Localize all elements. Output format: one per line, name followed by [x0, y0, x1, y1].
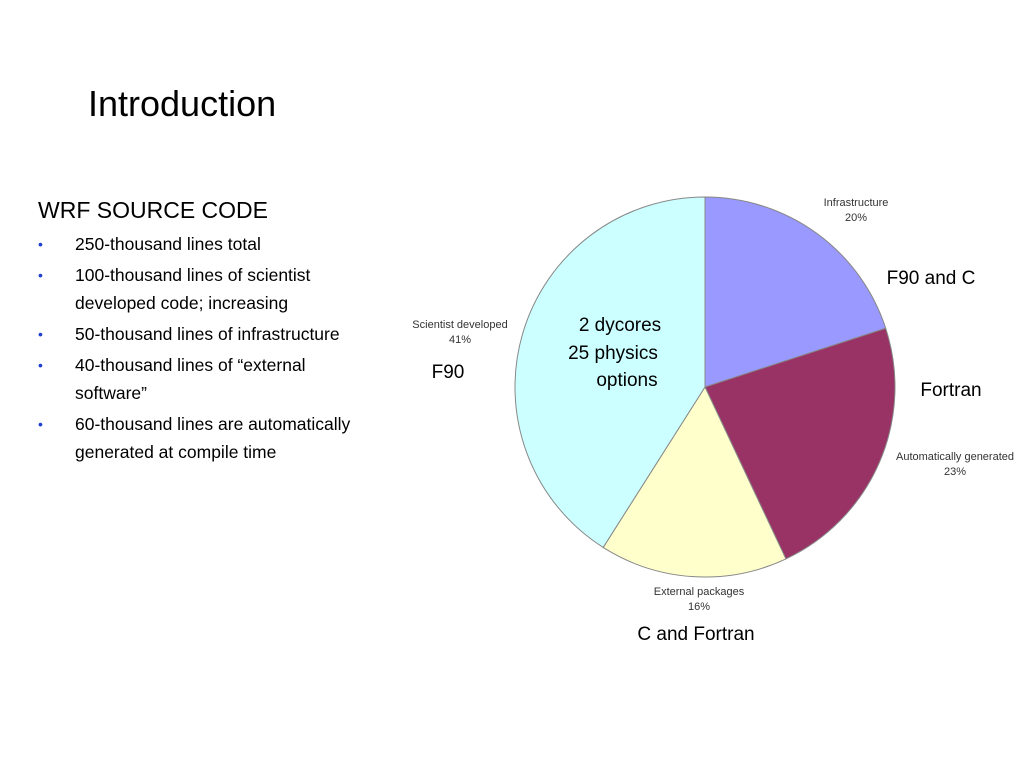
body-text: WRF SOURCE CODE • 250-thousand lines tot…: [38, 196, 398, 469]
annotation-center-line-3: options: [596, 370, 657, 391]
slice-percent-label: 16%: [688, 601, 710, 613]
annotation-fortran: Fortran: [920, 380, 981, 401]
bullet-icon: •: [38, 357, 43, 373]
bullet-text-line: developed code; increasing: [75, 293, 289, 313]
section-heading: WRF SOURCE CODE: [38, 197, 268, 223]
bullet-item: • 100-thousand lines of scientist develo…: [38, 261, 398, 317]
pie-slices: [514, 196, 896, 578]
bullet-text-line: 40-thousand lines of “external: [75, 355, 306, 375]
bullet-item: • 50-thousand lines of infrastructure: [38, 320, 398, 348]
slice-label-infrastructure: Infrastructure 20%: [824, 197, 889, 224]
pie-slice-infrastructure: [704, 196, 887, 388]
bullet-text-line: generated at compile time: [75, 442, 277, 462]
bullet-text-line: 100-thousand lines of scientist: [75, 265, 311, 285]
slice-label-external-packages: External packages 16%: [654, 586, 745, 613]
annotation-f90: F90: [432, 362, 465, 383]
bullet-text-line: software”: [75, 383, 147, 403]
slice-name-label: Automatically generated: [896, 451, 1014, 463]
slice-name-label: Infrastructure: [824, 197, 889, 209]
bullet-icon: •: [38, 236, 43, 252]
slice-percent-label: 20%: [845, 212, 867, 224]
bullet-list: • 250-thousand lines total • 100-thousan…: [38, 230, 398, 466]
bullet-item: • 250-thousand lines total: [38, 230, 398, 258]
pie-slice-external-packages: [602, 385, 787, 578]
slide-title: Introduction: [88, 83, 277, 124]
slice-label-scientist-developed: Scientist developed 41%: [412, 319, 507, 346]
annotation-c-and-fortran: C and Fortran: [637, 624, 754, 645]
slice-name-label: Scientist developed: [412, 319, 507, 331]
annotation-center-line-2: 25 physics: [568, 343, 658, 364]
pie-slice-automatically-generated: [704, 327, 896, 560]
bullet-icon: •: [38, 416, 43, 432]
bullet-item: • 40-thousand lines of “external softwar…: [38, 351, 398, 407]
pie-slice-scientist-developed: [514, 196, 706, 549]
bullet-text-line: 50-thousand lines of infrastructure: [75, 324, 340, 344]
bullet-icon: •: [38, 326, 43, 342]
bullet-text-line: 60-thousand lines are automatically: [75, 414, 351, 434]
slice-name-label: External packages: [654, 586, 745, 598]
slice-label-automatically-generated: Automatically generated 23%: [896, 451, 1014, 478]
bullet-text-line: 250-thousand lines total: [75, 234, 261, 254]
annotation-f90-and-c: F90 and C: [887, 268, 976, 289]
annotation-center-line-1: 2 dycores: [579, 315, 661, 336]
slice-percent-label: 41%: [449, 334, 471, 346]
bullet-icon: •: [38, 267, 43, 283]
slice-percent-label: 23%: [944, 466, 966, 478]
bullet-item: • 60-thousand lines are automatically ge…: [38, 410, 398, 466]
